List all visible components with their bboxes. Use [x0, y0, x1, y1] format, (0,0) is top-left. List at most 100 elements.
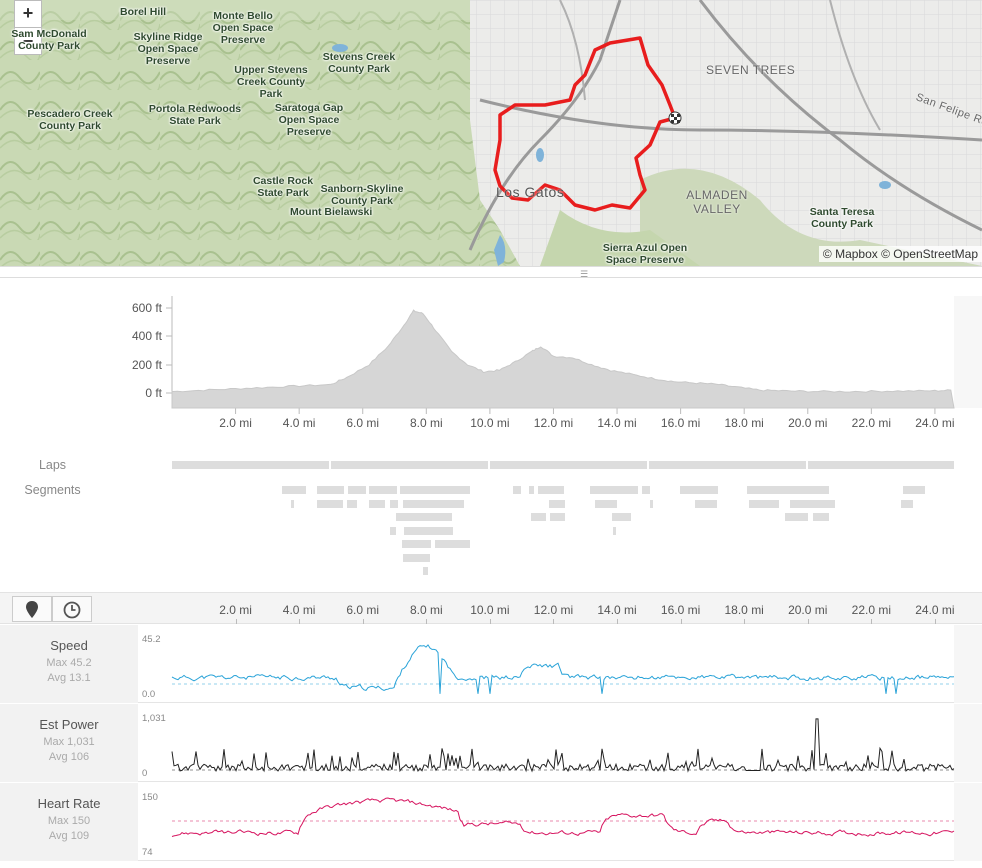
chart-x-tick: [680, 619, 682, 624]
segment-bar[interactable]: [390, 500, 398, 508]
chart-x-tick: [617, 619, 619, 624]
chart-x-tick-label: 24.0 mi: [915, 603, 955, 617]
segment-bar[interactable]: [400, 486, 470, 494]
metric-plot: [171, 797, 955, 837]
segment-bar[interactable]: [317, 500, 343, 508]
segment-bar[interactable]: [650, 500, 653, 508]
map-label: Sam McDonald County Park: [11, 28, 87, 52]
segment-bar[interactable]: [348, 486, 366, 494]
segment-bar[interactable]: [612, 513, 631, 521]
segment-bar[interactable]: [613, 527, 616, 535]
metric-header: Heart Rate Max 150 Avg 109: [0, 783, 138, 861]
metric-y-max-label: 45.2: [142, 634, 161, 645]
segment-bar[interactable]: [396, 513, 452, 521]
segment-bar[interactable]: [531, 513, 546, 521]
segment-bar[interactable]: [529, 486, 534, 494]
segment-bar[interactable]: [291, 500, 294, 508]
segment-bar[interactable]: [403, 554, 430, 562]
metric-max: Max 45.2: [46, 657, 92, 669]
segment-bar[interactable]: [550, 513, 565, 521]
segment-bar[interactable]: [749, 500, 779, 508]
chart-x-tick-label: 6.0 mi: [346, 603, 380, 617]
chart-toolbar: 2.0 mi 4.0 mi 6.0 mi 8.0 mi 10.0 mi 12.0 mi 14…: [0, 592, 982, 624]
segment-bar[interactable]: [513, 486, 521, 494]
chart-x-tick: [871, 619, 873, 624]
segment-bar[interactable]: [402, 540, 431, 548]
segment-bar[interactable]: [423, 567, 428, 575]
elevation-x-tick-label: 8.0 mi: [409, 416, 443, 430]
segment-bar[interactable]: [595, 500, 617, 508]
elevation-x-tick-label: 4.0 mi: [282, 416, 316, 430]
map-label: Saratoga Gap Open Space Preserve: [274, 102, 344, 138]
segment-bar[interactable]: [695, 500, 717, 508]
distance-toggle-button[interactable]: [12, 596, 52, 622]
resize-handle[interactable]: ☰: [0, 266, 982, 279]
segment-bar[interactable]: [317, 486, 344, 494]
metric-y-min-label: 0: [142, 768, 148, 779]
metric-title: Est Power: [39, 717, 99, 732]
lap-bar[interactable]: [331, 461, 488, 469]
segment-bar[interactable]: [347, 500, 357, 508]
segment-bar[interactable]: [747, 486, 829, 494]
segment-bar[interactable]: [369, 486, 397, 494]
laps-label: Laps: [38, 458, 67, 472]
segment-bar[interactable]: [403, 500, 464, 508]
map-pin-icon: [26, 601, 38, 618]
segment-bar[interactable]: [282, 486, 306, 494]
map-attribution[interactable]: © Mapbox © OpenStreetMap: [818, 246, 982, 262]
metric-row[interactable]: Speed Max 45.2 Avg 13.1 45.2 0.0: [0, 625, 982, 703]
segment-bar[interactable]: [813, 513, 829, 521]
time-toggle-button[interactable]: [52, 596, 92, 622]
metric-row[interactable]: Heart Rate Max 150 Avg 109 150 74: [0, 783, 982, 861]
metric-row-gutter: [954, 783, 982, 861]
metric-row[interactable]: Est Power Max 1,031 Avg 106 1,031 0: [0, 704, 982, 782]
zoom-out-button[interactable]: −: [14, 27, 42, 55]
metric-max: Max 1,031: [43, 736, 95, 748]
segment-bar[interactable]: [538, 486, 564, 494]
segment-bar[interactable]: [680, 486, 718, 494]
metric-row-gutter: [954, 704, 982, 782]
chart-x-tick-label: 14.0 mi: [597, 603, 637, 617]
chart-x-tick-label: 12.0 mi: [533, 603, 574, 617]
elevation-y-tick-label: 200 ft: [131, 358, 162, 372]
segment-bar[interactable]: [404, 527, 453, 535]
segment-bar[interactable]: [435, 540, 470, 548]
elevation-x-tick-label: 22.0 mi: [851, 416, 892, 430]
drag-handle-icon[interactable]: ☰: [580, 269, 589, 279]
chart-x-tick: [235, 619, 237, 624]
segment-bar[interactable]: [369, 500, 385, 508]
segment-bar[interactable]: [590, 486, 638, 494]
metric-y-min-label: 0.0: [142, 689, 156, 700]
lap-bar[interactable]: [172, 461, 329, 469]
chart-x-tick: [744, 619, 746, 624]
map-label: Pescadero Creek County Park: [27, 108, 113, 132]
map-label: Stevens Creek County Park: [322, 51, 396, 75]
metric-series-line: [171, 797, 955, 837]
segment-bar[interactable]: [903, 486, 925, 494]
elevation-chart[interactable]: 600 ft 400 ft 200 ft 0 ft 2.0 mi 4.0 mi 6.0 m…: [0, 280, 982, 430]
segment-bar[interactable]: [549, 500, 565, 508]
zoom-in-button[interactable]: +: [14, 0, 42, 28]
lap-bar[interactable]: [808, 461, 954, 469]
clock-icon: [63, 601, 81, 619]
segment-bar[interactable]: [785, 513, 808, 521]
elevation-x-tick-label: 2.0 mi: [219, 416, 252, 430]
lap-bar[interactable]: [490, 461, 647, 469]
map-label: Castle Rock State Park: [252, 175, 314, 199]
metric-max: Max 150: [47, 815, 91, 827]
metric-header: Speed Max 45.2 Avg 13.1: [0, 625, 138, 703]
route-map[interactable]: + − Borel Hill Monte Bello Open Space Pr…: [0, 0, 982, 266]
chart-x-tick-label: 8.0 mi: [409, 603, 443, 617]
city-label: ALMADEN VALLEY: [686, 188, 748, 216]
segment-bar[interactable]: [390, 527, 396, 535]
metric-y-max-label: 1,031: [142, 713, 166, 724]
segment-bar[interactable]: [790, 500, 835, 508]
metric-series-line: [171, 644, 955, 694]
segment-bar[interactable]: [901, 500, 913, 508]
map-canvas[interactable]: [0, 0, 982, 266]
lap-bar[interactable]: [649, 461, 806, 469]
chart-x-tick: [426, 619, 428, 624]
metric-avg: Avg 13.1: [47, 672, 91, 684]
segment-bar[interactable]: [642, 486, 650, 494]
chart-x-tick-label: 16.0 mi: [660, 603, 701, 617]
